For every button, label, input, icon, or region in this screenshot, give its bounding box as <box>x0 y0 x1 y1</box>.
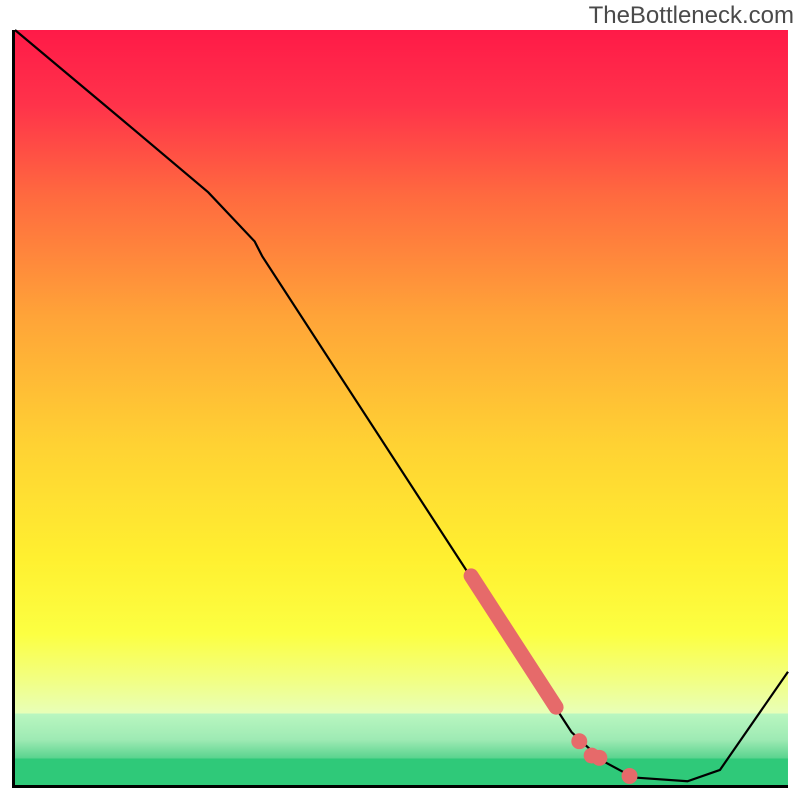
attribution-text: TheBottleneck.com <box>589 2 794 30</box>
plot-layer <box>15 30 788 785</box>
highlight-segment <box>471 576 556 707</box>
data-marker <box>622 768 638 784</box>
highlight-segments <box>471 576 556 707</box>
chart-container: TheBottleneck.com <box>0 0 800 800</box>
data-markers <box>571 733 637 784</box>
data-marker <box>591 750 607 766</box>
data-marker <box>571 733 587 749</box>
chart-area <box>12 30 788 788</box>
bottleneck-curve <box>15 30 788 781</box>
